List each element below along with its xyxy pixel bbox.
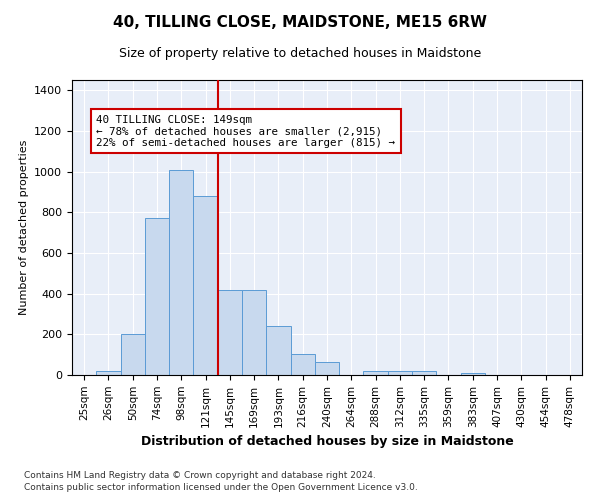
Bar xyxy=(242,290,266,375)
Text: Contains public sector information licensed under the Open Government Licence v3: Contains public sector information licen… xyxy=(24,484,418,492)
Bar xyxy=(290,354,315,375)
Bar xyxy=(315,362,339,375)
Bar xyxy=(266,326,290,375)
Bar xyxy=(169,170,193,375)
Bar xyxy=(145,218,169,375)
Bar xyxy=(121,334,145,375)
Bar xyxy=(218,290,242,375)
Bar xyxy=(461,373,485,375)
Text: Size of property relative to detached houses in Maidstone: Size of property relative to detached ho… xyxy=(119,48,481,60)
Bar xyxy=(96,371,121,375)
Bar xyxy=(193,196,218,375)
Bar xyxy=(388,371,412,375)
Text: 40, TILLING CLOSE, MAIDSTONE, ME15 6RW: 40, TILLING CLOSE, MAIDSTONE, ME15 6RW xyxy=(113,15,487,30)
Bar xyxy=(364,371,388,375)
X-axis label: Distribution of detached houses by size in Maidstone: Distribution of detached houses by size … xyxy=(140,435,514,448)
Text: 40 TILLING CLOSE: 149sqm
← 78% of detached houses are smaller (2,915)
22% of sem: 40 TILLING CLOSE: 149sqm ← 78% of detach… xyxy=(96,114,395,148)
Y-axis label: Number of detached properties: Number of detached properties xyxy=(19,140,29,315)
Text: Contains HM Land Registry data © Crown copyright and database right 2024.: Contains HM Land Registry data © Crown c… xyxy=(24,471,376,480)
Bar xyxy=(412,371,436,375)
